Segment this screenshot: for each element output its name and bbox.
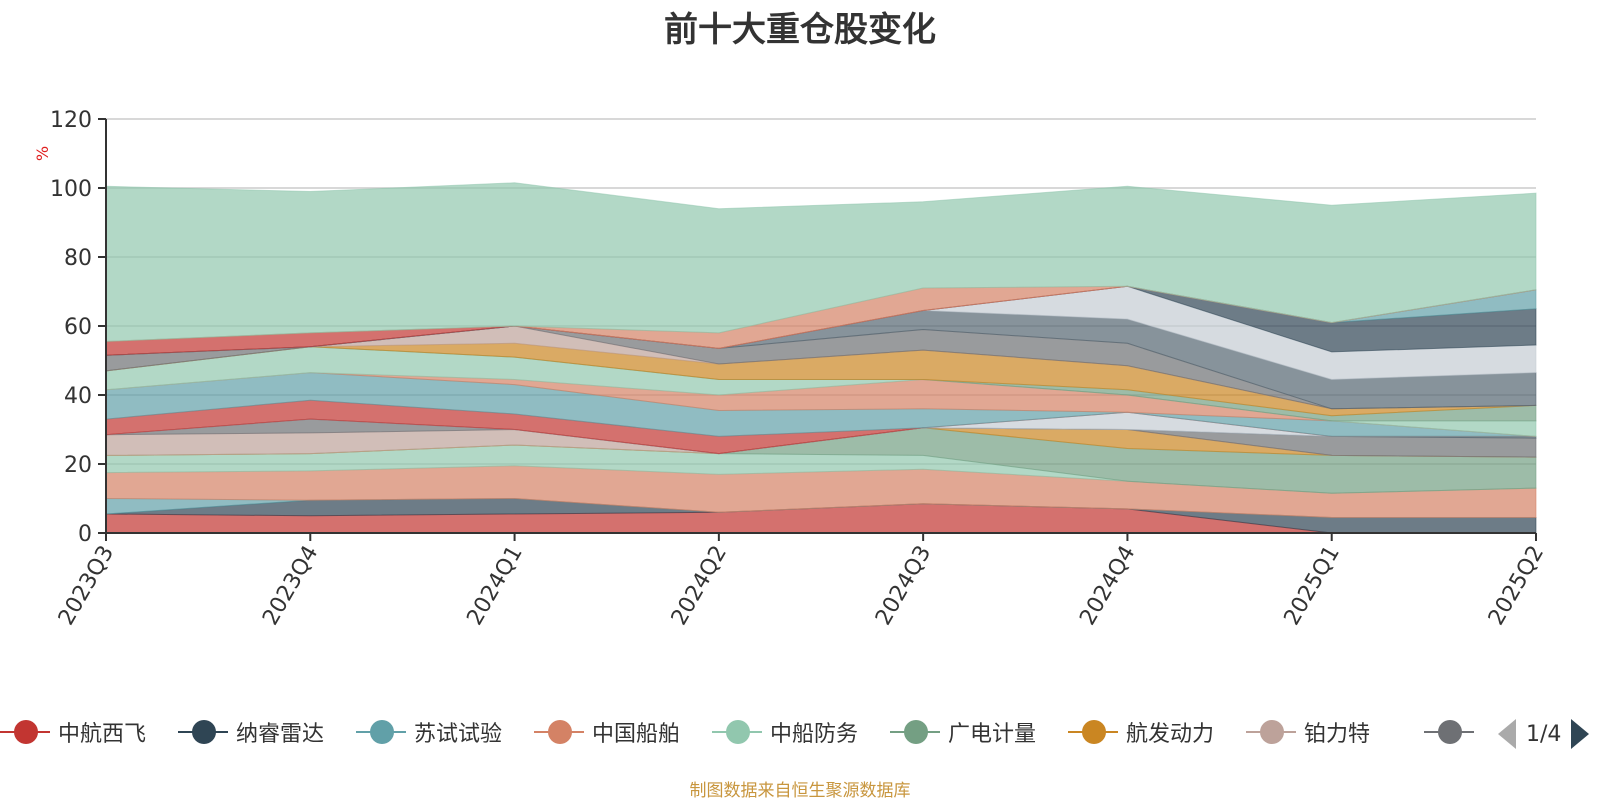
legend-label: 中航西飞 <box>58 722 147 747</box>
x-tick-label: 2025Q2 <box>1484 542 1549 630</box>
y-axis-unit: % <box>33 146 52 161</box>
x-tick-label: 2024Q3 <box>871 542 936 630</box>
legend-marker-icon <box>712 719 762 745</box>
legend-marker-icon <box>890 719 940 745</box>
y-tick-label: 100 <box>50 177 92 202</box>
legend-item[interactable]: 苏试试验 <box>356 712 502 752</box>
x-tick-label: 2023Q4 <box>258 542 323 630</box>
legend-label: 中国船舶 <box>592 722 681 747</box>
legend-marker-icon <box>1424 719 1474 745</box>
legend-label: 中船防务 <box>770 722 859 747</box>
legend-label: 纳睿雷达 <box>236 722 325 747</box>
legend-marker-icon <box>1068 719 1118 745</box>
legend-marker-icon <box>534 719 584 745</box>
legend-item[interactable]: 铂力特 <box>1246 712 1370 752</box>
legend-marker-icon <box>0 719 50 745</box>
legend-page-indicator: 1/4 <box>1526 721 1562 747</box>
y-tick-label: 80 <box>64 246 92 271</box>
y-tick-label: 40 <box>64 384 92 409</box>
area-series <box>105 182 1537 534</box>
legend-marker-icon <box>356 719 406 745</box>
legend-item[interactable]: 中船防务 <box>712 712 858 752</box>
data-source-note: 制图数据来自恒生聚源数据库 <box>689 781 911 801</box>
legend-label: 苏试试验 <box>414 722 503 747</box>
legend-item[interactable]: 广电计量 <box>890 712 1036 752</box>
legend-marker-icon <box>1246 719 1296 745</box>
y-tick-label: 20 <box>64 453 92 478</box>
x-tick-label: 2025Q1 <box>1280 542 1345 630</box>
x-tick-label: 2023Q3 <box>54 542 119 630</box>
legend-item[interactable]: 纳睿雷达 <box>178 712 324 752</box>
legend-item[interactable]: 中国船舶 <box>534 712 680 752</box>
y-tick-label: 0 <box>78 522 92 547</box>
legend-item[interactable]: 安达智能 <box>1424 712 1480 752</box>
y-tick-label: 120 <box>50 108 92 133</box>
legend-item[interactable]: 中航西飞 <box>0 712 146 752</box>
x-tick-label: 2024Q1 <box>462 542 527 630</box>
x-tick-label: 2024Q4 <box>1075 542 1140 630</box>
legend-marker-icon <box>178 719 228 745</box>
legend-label: 航发动力 <box>1126 722 1215 747</box>
chart-title: 前十大重仓股变化 <box>664 10 936 50</box>
legend: 中航西飞 纳睿雷达 苏试试验 中国船舶 中船防务 广电计量 航发动力 铂力特 安达智能 <box>0 712 1480 752</box>
previous-page-icon[interactable] <box>1498 719 1516 749</box>
area-chart: 0 20 40 60 80 100 120% 2023Q3 2023Q4 2024Q1 2024Q2… <box>33 108 1549 630</box>
legend-pager: 1/4 <box>1498 716 1598 752</box>
y-tick-label: 60 <box>64 315 92 340</box>
next-page-icon[interactable] <box>1571 719 1590 749</box>
legend-item[interactable]: 航发动力 <box>1068 712 1214 752</box>
x-tick-label: 2024Q2 <box>667 542 732 630</box>
legend-label: 铂力特 <box>1304 722 1371 747</box>
legend-label: 广电计量 <box>948 722 1037 747</box>
area-series-25 <box>105 182 1537 343</box>
